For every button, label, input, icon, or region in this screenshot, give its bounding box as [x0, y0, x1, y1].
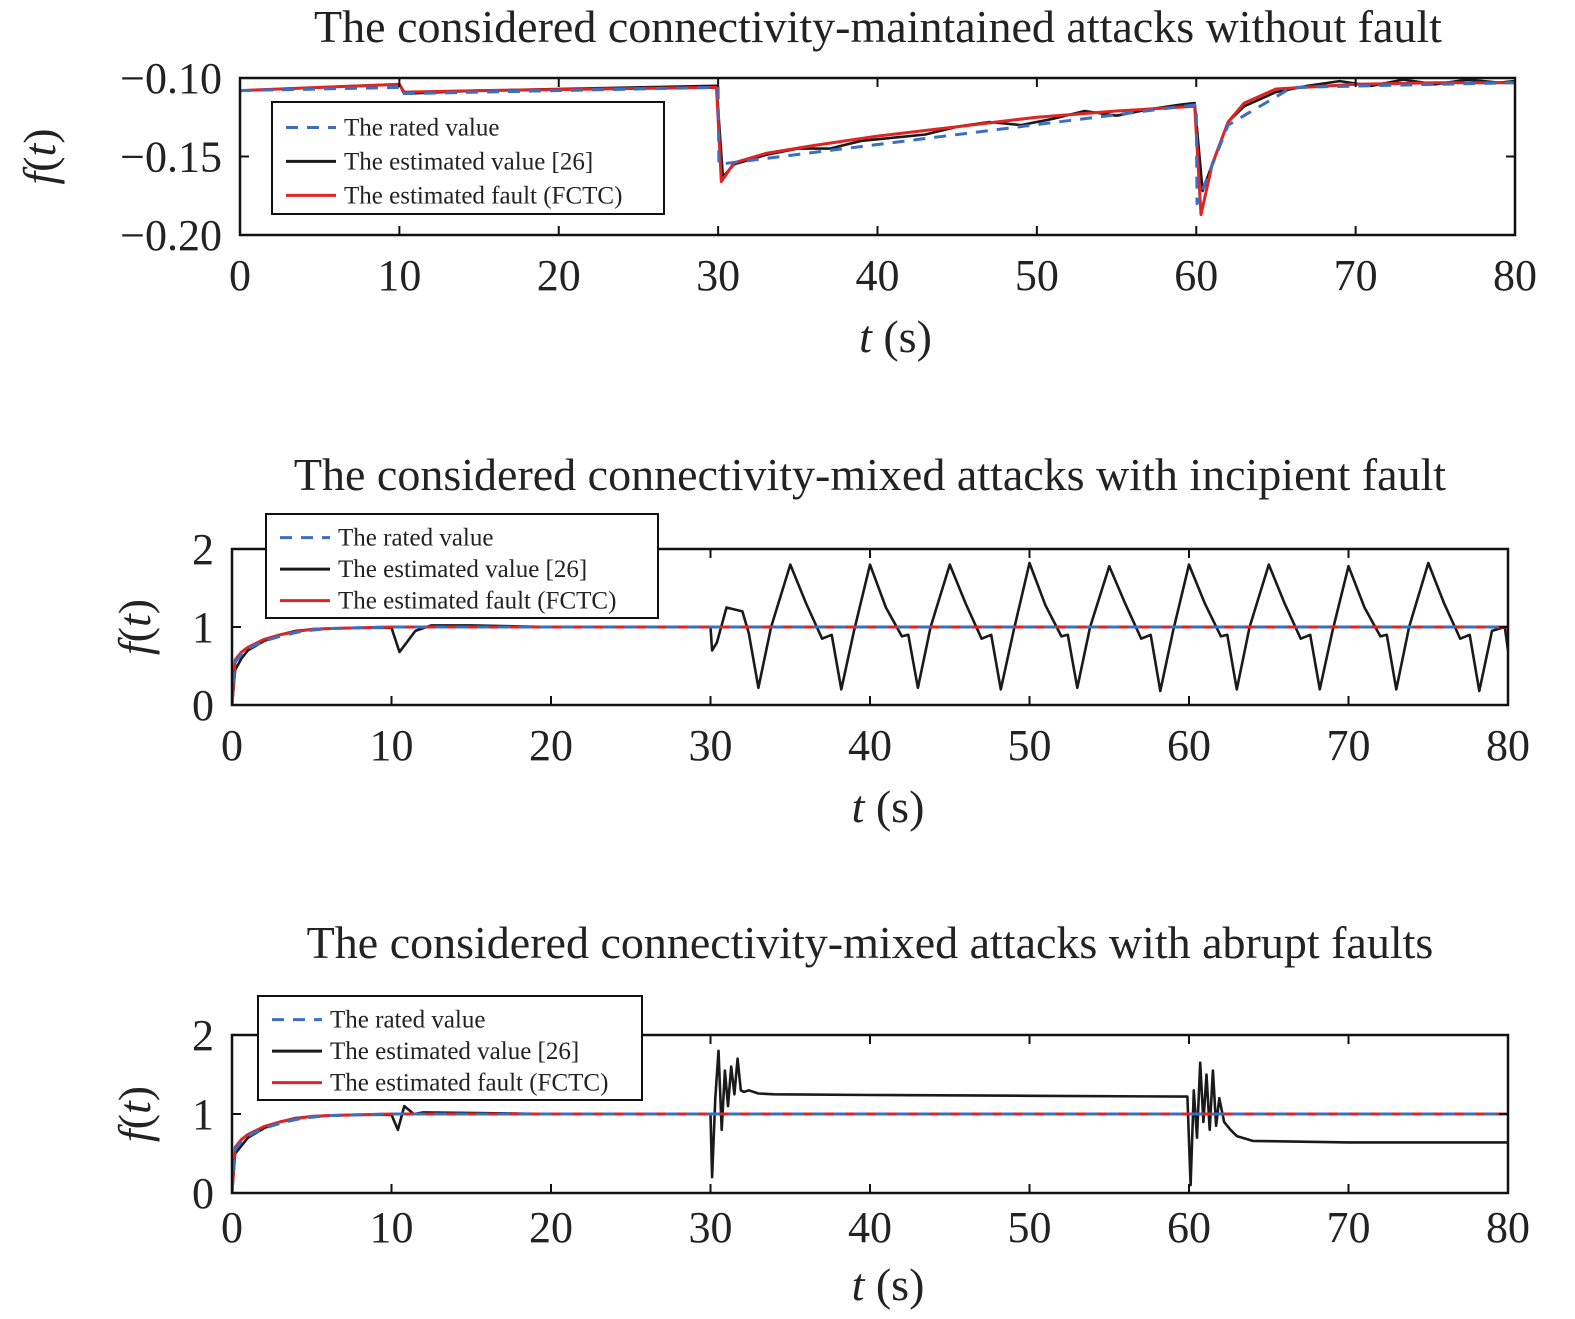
legend-box [271, 101, 665, 215]
x-tick-label: 80 [1486, 1203, 1530, 1252]
legend: The rated value The estimated value [26] T… [265, 513, 659, 619]
x-axis-variable: t [859, 311, 873, 362]
legend: The rated value The estimated value [26] T… [271, 101, 665, 215]
legend-label-rated: The rated value [338, 525, 493, 552]
x-tick-label: 20 [529, 721, 573, 770]
chart-panel-1: The considered connectivity-maintained a… [14, 1, 1537, 362]
x-tick-label: 30 [696, 251, 740, 300]
x-tick-label: 10 [377, 251, 421, 300]
y-axis-label: f(t) [109, 1086, 160, 1142]
x-tick-label: 40 [856, 251, 900, 300]
x-tick-label: 30 [689, 721, 733, 770]
y-tick-label: −0.10 [120, 54, 222, 103]
y-tick-label: 1 [192, 1090, 214, 1139]
chart-panel-3: The considered connectivity-mixed attack… [109, 917, 1530, 1310]
x-tick-label: 20 [537, 251, 581, 300]
y-axis-paren-open: ( [14, 157, 65, 172]
y-axis-variable: t [109, 613, 160, 627]
x-tick-label: 60 [1167, 721, 1211, 770]
x-tick-label: 70 [1327, 721, 1371, 770]
y-axis-label: f(t) [14, 128, 65, 184]
x-tick-label: 60 [1174, 251, 1218, 300]
chart-title: The considered connectivity-mixed attack… [294, 449, 1446, 500]
y-tick-label: 1 [192, 603, 214, 652]
series-line-fault [232, 1112, 1508, 1194]
x-tick-label: 40 [848, 721, 892, 770]
legend: The rated value The estimated value [26] T… [257, 995, 643, 1101]
x-axis-label: t (s) [852, 781, 925, 832]
y-tick-label: 0 [192, 1169, 214, 1218]
x-tick-label: 70 [1327, 1203, 1371, 1252]
x-tick-label: 80 [1493, 251, 1537, 300]
x-axis-unit: (s) [864, 781, 924, 832]
y-axis-paren-open: ( [109, 627, 160, 642]
x-tick-label: 50 [1015, 251, 1059, 300]
series-line-estimated [232, 561, 1508, 706]
series-line-rated [240, 81, 1515, 206]
chart-title: The considered connectivity-maintained a… [314, 1, 1442, 52]
series-line-rated [232, 625, 1508, 706]
y-tick-label: 0 [192, 681, 214, 730]
series-line-fault [240, 81, 1515, 217]
y-tick-label: 2 [192, 525, 214, 574]
x-tick-label: 40 [848, 1203, 892, 1252]
y-tick-label: 2 [192, 1011, 214, 1060]
x-tick-label: 30 [689, 1203, 733, 1252]
legend-label-fault: The estimated fault (FCTC) [338, 588, 616, 615]
x-tick-label: 0 [229, 251, 251, 300]
legend-label-rated: The rated value [344, 114, 499, 141]
legend-label-estimated: The estimated value [26] [330, 1038, 579, 1065]
legend-label-fault: The estimated fault (FCTC) [344, 182, 622, 209]
x-tick-label: 80 [1486, 721, 1530, 770]
y-axis-paren-close: ) [14, 128, 65, 143]
x-axis-variable: t [852, 781, 866, 832]
x-tick-label: 20 [529, 1203, 573, 1252]
chart-panel-2: The considered connectivity-mixed attack… [109, 449, 1530, 832]
x-tick-label: 0 [221, 721, 243, 770]
legend-label-estimated: The estimated value [26] [344, 148, 593, 175]
legend-label-estimated: The estimated value [26] [338, 556, 587, 583]
y-axis-variable: t [109, 1100, 160, 1114]
y-tick-label: −0.20 [120, 211, 222, 260]
x-tick-label: 10 [370, 1203, 414, 1252]
x-tick-label: 60 [1167, 1203, 1211, 1252]
y-axis-paren-open: ( [109, 1114, 160, 1129]
x-tick-label: 10 [370, 721, 414, 770]
legend-label-rated: The rated value [330, 1007, 485, 1034]
x-axis-label: t (s) [852, 1259, 925, 1310]
x-axis-unit: (s) [872, 311, 932, 362]
x-tick-label: 50 [1008, 1203, 1052, 1252]
chart-title: The considered connectivity-mixed attack… [307, 917, 1434, 968]
y-axis-variable: t [14, 143, 65, 157]
y-axis-paren-close: ) [109, 1086, 160, 1101]
legend-box [265, 513, 659, 619]
y-axis-label: f(t) [109, 599, 160, 655]
y-tick-label: −0.15 [120, 133, 222, 182]
series-line-rated [232, 1112, 1508, 1194]
x-axis-variable: t [852, 1259, 866, 1310]
x-tick-label: 70 [1334, 251, 1378, 300]
y-axis-paren-close: ) [109, 599, 160, 614]
x-axis-unit: (s) [864, 1259, 924, 1310]
x-axis-label: t (s) [859, 311, 932, 362]
x-tick-label: 0 [221, 1203, 243, 1252]
legend-label-fault: The estimated fault (FCTC) [330, 1070, 608, 1097]
x-tick-label: 50 [1008, 721, 1052, 770]
